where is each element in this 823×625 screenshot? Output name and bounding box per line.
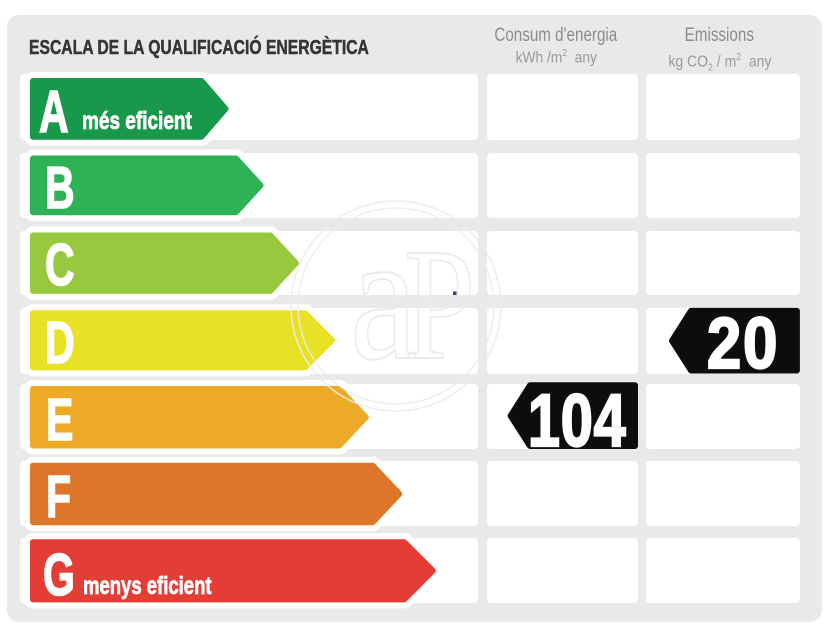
svg-text:P: P (404, 217, 475, 394)
svg-text:a: a (350, 196, 417, 398)
